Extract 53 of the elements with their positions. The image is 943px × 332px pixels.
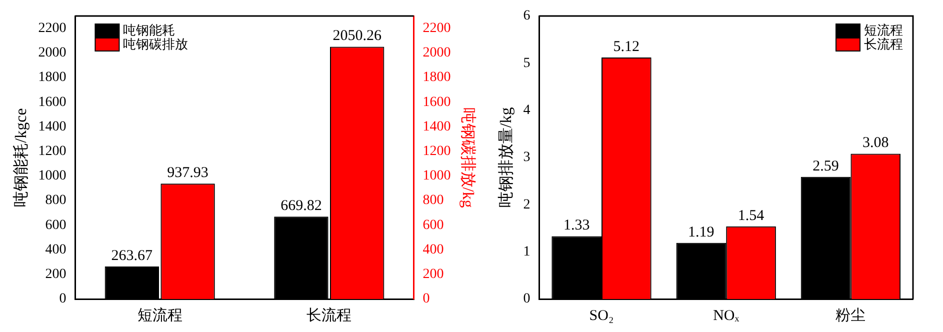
- y-tick-label: 0: [523, 292, 530, 307]
- y-tick-label: 1: [523, 244, 530, 260]
- y-tick-label: 1200: [38, 144, 66, 160]
- x-tick-label: 短流程: [137, 306, 182, 324]
- data-label: 2.59: [812, 158, 839, 174]
- y-tick-label: 1800: [38, 70, 66, 86]
- y-tick-label: 400: [45, 242, 66, 258]
- y2-tick-label: 400: [422, 242, 444, 258]
- y-tick-label: 800: [45, 193, 66, 208]
- y-tick-label: 1600: [38, 94, 66, 110]
- x-tick-label: 长流程: [306, 306, 352, 324]
- x-tick-label: SO₂: [589, 308, 614, 324]
- y2-tick-label: 1800: [422, 70, 451, 86]
- legend-label: 吨钢碳排放: [123, 36, 188, 52]
- data-label: 1.19: [688, 224, 714, 240]
- y-axis-title: 吨钢排放量/kg: [496, 107, 515, 208]
- y2-tick-label: 200: [422, 267, 444, 282]
- data-label: 2050.26: [332, 28, 382, 44]
- y2-tick-label: 1400: [422, 119, 451, 134]
- y-tick-label: 200: [45, 267, 66, 282]
- y2-tick-label: 2200: [422, 20, 451, 36]
- data-label: 5.12: [613, 38, 640, 55]
- y-tick-label: 4: [523, 103, 530, 118]
- legend-label: 吨钢能耗: [123, 22, 176, 38]
- data-label: 1.33: [563, 218, 590, 234]
- y2-tick-label: 1600: [422, 94, 451, 110]
- y2-tick-label: 2000: [422, 46, 451, 61]
- y-tick-label: 2200: [38, 20, 66, 36]
- y-tick-label: 1400: [38, 119, 66, 134]
- y-tick-label: 5: [523, 56, 530, 71]
- y-tick-label: 2: [523, 197, 530, 212]
- data-label: 1.54: [738, 208, 765, 224]
- y2-tick-label: 1000: [422, 168, 451, 184]
- y2-tick-label: 800: [422, 193, 444, 208]
- x-tick-label: NOₓ: [713, 308, 740, 324]
- y-tick-label: 2000: [38, 46, 66, 61]
- y-tick-label: 3: [523, 150, 530, 166]
- y-tick-label: 1000: [38, 168, 66, 184]
- data-label: 3.08: [862, 135, 889, 152]
- x-tick-label: 粉尘: [836, 306, 866, 324]
- y-tick-label: 0: [59, 292, 66, 307]
- data-label: 263.67: [111, 248, 154, 264]
- y-tick-label: 600: [45, 218, 66, 233]
- y2-tick-label: 1200: [422, 144, 451, 160]
- data-label: 937.93: [167, 165, 208, 182]
- y-tick-label: 6: [523, 8, 530, 24]
- legend-label: 短流程: [864, 22, 903, 38]
- legend-label: 长流程: [864, 36, 903, 52]
- data-label: 669.82: [280, 198, 322, 214]
- y-axis-title: 吨钢能耗/kgce: [12, 108, 30, 207]
- y2-tick-label: 600: [422, 218, 444, 233]
- y2-axis-title: 吨钢碳排放/kg: [459, 107, 478, 208]
- y2-tick-label: 0: [422, 292, 430, 307]
